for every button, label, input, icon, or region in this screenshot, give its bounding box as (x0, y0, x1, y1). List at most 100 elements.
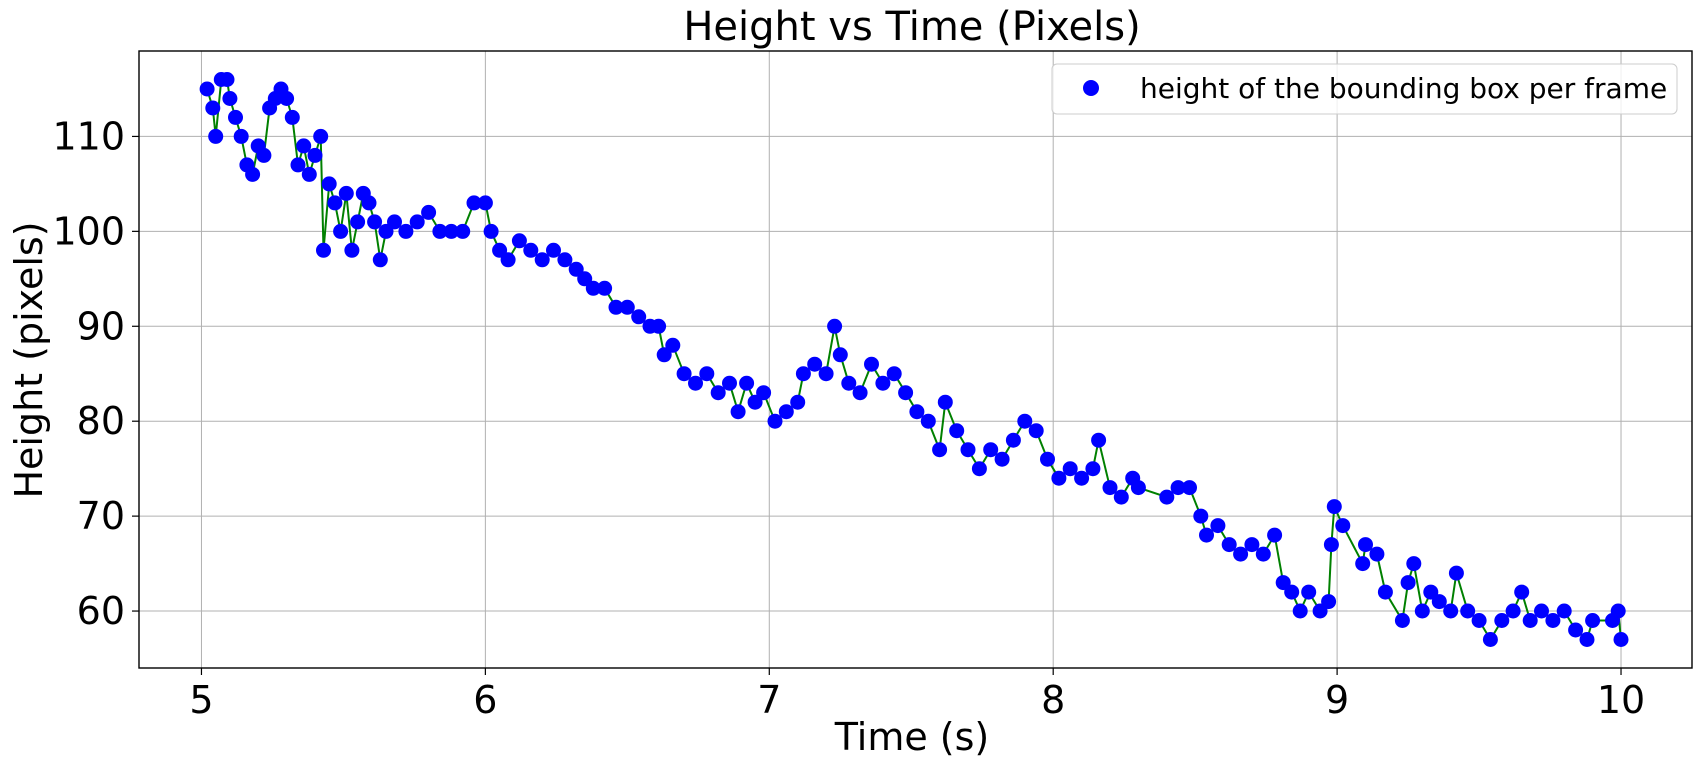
data-point (1292, 603, 1308, 619)
data-point (1040, 451, 1055, 467)
data-point (344, 242, 360, 258)
data-point (1358, 537, 1373, 553)
data-point (841, 375, 857, 391)
data-point (1113, 489, 1129, 505)
data-point (1321, 594, 1337, 610)
data-point (1244, 537, 1260, 553)
y-tick-label: 110 (52, 114, 125, 158)
data-point (886, 366, 902, 382)
data-point (279, 91, 295, 106)
data-point (1074, 470, 1090, 486)
data-point (219, 72, 235, 87)
data-point (557, 252, 573, 268)
data-point (937, 394, 953, 410)
data-point (730, 404, 746, 420)
data-point (284, 109, 300, 125)
data-point (1170, 480, 1186, 496)
data-point (409, 214, 425, 230)
data-point (949, 423, 965, 439)
x-tick-label: 9 (1325, 678, 1349, 722)
data-point (920, 413, 936, 429)
data-point (301, 166, 317, 182)
data-point (321, 176, 337, 192)
data-point (994, 451, 1010, 467)
data-point (338, 185, 354, 201)
data-point (1130, 480, 1146, 496)
data-point (1199, 527, 1214, 543)
data-point (971, 461, 987, 477)
chart-title: Height vs Time (Pixels) (683, 4, 1140, 50)
data-point (1494, 613, 1510, 628)
data-point (1514, 584, 1530, 600)
data-point (960, 442, 976, 458)
y-tick-label: 80 (77, 399, 125, 443)
data-point (665, 337, 681, 353)
data-point (1505, 603, 1521, 619)
data-point (1556, 603, 1572, 619)
y-tick-label: 90 (77, 304, 125, 348)
data-point (1233, 546, 1249, 562)
data-point (296, 138, 312, 154)
x-axis-ticks: 5 6 7 8 9 10 (189, 668, 1645, 722)
data-point (316, 242, 331, 258)
data-point (852, 385, 868, 401)
data-point (1471, 613, 1487, 628)
x-axis-label: Time (s) (834, 715, 990, 759)
data-point (651, 318, 667, 334)
data-point (756, 385, 772, 401)
data-point (739, 375, 755, 391)
data-point (898, 385, 914, 401)
data-point (372, 252, 388, 268)
y-axis-label: Height (pixels) (7, 221, 51, 498)
data-point (656, 347, 672, 363)
data-point (832, 347, 848, 363)
data-point (523, 242, 539, 258)
data-point (1414, 603, 1430, 619)
data-point (534, 252, 550, 268)
data-point (1221, 537, 1237, 553)
data-point (387, 214, 402, 230)
data-point (1522, 613, 1538, 628)
data-point (1062, 461, 1078, 477)
data-point (546, 242, 561, 258)
data-point (500, 252, 516, 268)
data-point (1613, 632, 1629, 647)
data-point (222, 91, 238, 106)
data-point (597, 280, 613, 296)
x-tick-label: 6 (473, 678, 497, 722)
data-point (1102, 480, 1118, 496)
data-point (361, 195, 377, 211)
data-point (443, 223, 459, 239)
data-point (1182, 480, 1197, 496)
y-tick-label: 100 (52, 209, 125, 253)
plot-frame (138, 50, 1693, 669)
x-tick-label: 5 (189, 678, 213, 722)
data-point (432, 223, 448, 239)
data-point (688, 375, 703, 391)
data-point (864, 356, 879, 372)
data-point (818, 366, 834, 382)
data-point (585, 280, 601, 296)
data-point (1284, 584, 1300, 600)
data-point (1210, 518, 1226, 534)
data-point (710, 385, 726, 401)
data-point (699, 366, 715, 382)
y-tick-label: 70 (77, 494, 125, 538)
data-point (722, 375, 737, 391)
data-point (398, 223, 414, 239)
data-point (1267, 527, 1283, 543)
data-point (1534, 603, 1549, 619)
legend: height of the bounding box per frame (1051, 63, 1678, 115)
data-point (631, 309, 647, 325)
data-point (511, 233, 527, 249)
x-tick-label: 7 (757, 678, 781, 722)
data-point (1482, 632, 1498, 647)
data-point (1400, 575, 1416, 591)
data-point (1579, 632, 1595, 647)
data-point (619, 299, 635, 315)
data-point (1323, 537, 1339, 553)
data-point (676, 366, 692, 382)
data-point (477, 195, 493, 211)
data-point (807, 356, 823, 372)
